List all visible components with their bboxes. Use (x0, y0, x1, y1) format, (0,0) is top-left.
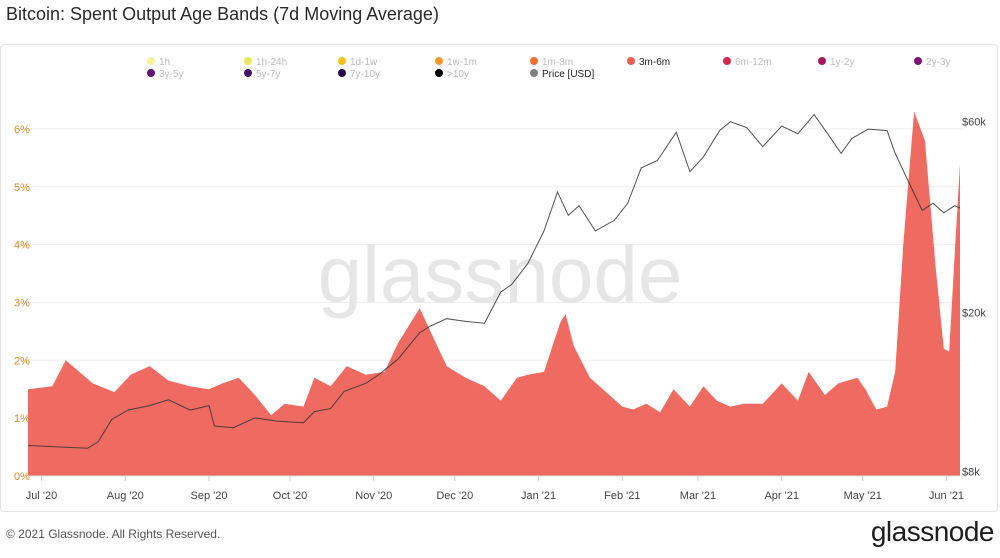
series-line-price (27, 113, 961, 449)
legend-swatch (338, 69, 346, 77)
y-right-tick-label: $20k (962, 307, 986, 319)
x-tick-label: Dec '20 (436, 490, 473, 502)
x-tick-label: Nov '20 (355, 490, 392, 502)
legend-item-label: 6m-12m (735, 57, 772, 68)
y-left-tick-label: 1% (14, 413, 30, 425)
legend-item-label: Price [USD] (542, 69, 594, 80)
y-left-tick-label: 6% (14, 124, 30, 136)
glassnode-logo: glassnode (870, 516, 995, 547)
legend-item-label: 3y-5y (159, 69, 183, 80)
y-right-tick-label: $8k (962, 467, 980, 479)
y-left-tick-label: 5% (14, 182, 30, 194)
legend-item-label: 5y-7y (256, 69, 280, 80)
x-tick-label: Oct '20 (273, 490, 308, 502)
legend-swatch (914, 57, 922, 65)
legend-swatch (723, 57, 731, 65)
y-left-tick-label: 3% (14, 297, 30, 309)
x-tick-label: May '21 (844, 490, 882, 502)
legend-item-label: 1d-1w (350, 57, 378, 68)
legend-swatch (530, 69, 538, 77)
legend-swatch (244, 57, 252, 65)
chart-frame (0, 44, 998, 512)
legend-swatch (627, 57, 635, 65)
y-left-tick-label: 0% (14, 471, 30, 483)
x-tick-label: Aug '20 (107, 490, 144, 502)
copyright-text: © 2021 Glassnode. All Rights Reserved. (6, 527, 221, 541)
legend-swatch (435, 69, 443, 77)
x-tick-label: Feb '21 (604, 490, 640, 502)
legend-item-label: 1h (159, 57, 170, 68)
y-left-tick-label: 4% (14, 240, 30, 252)
legend-item-label: >10y (447, 69, 469, 80)
watermark: glassnode (318, 230, 683, 319)
series-area-3m-6m (28, 111, 960, 476)
legend-item-label: 1h-24h (256, 57, 287, 68)
x-tick-label: Sep '20 (191, 490, 228, 502)
x-tick-label: Apr '21 (764, 490, 799, 502)
legend-swatch (530, 57, 538, 65)
y-right-tick-label: $60k (962, 117, 986, 129)
legend-swatch (435, 57, 443, 65)
x-tick-label: Jul '20 (26, 490, 57, 502)
legend-item-label: 1m-3m (542, 57, 573, 68)
legend-item-label: 1y-2y (830, 57, 854, 68)
legend-swatch (338, 57, 346, 65)
legend-item-label: 2y-3y (926, 57, 950, 68)
legend-swatch (147, 57, 155, 65)
legend-swatch (818, 57, 826, 65)
legend-item-label: 7y-10y (350, 69, 380, 80)
x-tick-label: Mar '21 (680, 490, 716, 502)
x-tick-label: Jun '21 (929, 490, 964, 502)
x-tick-label: Jan '21 (521, 490, 556, 502)
legend-swatch (147, 69, 155, 77)
legend-item-label: 1w-1m (447, 57, 477, 68)
legend-item-label: 3m-6m (639, 57, 670, 68)
legend-swatch (244, 69, 252, 77)
y-left-tick-label: 2% (14, 355, 30, 367)
chart-title: Bitcoin: Spent Output Age Bands (7d Movi… (6, 4, 439, 24)
